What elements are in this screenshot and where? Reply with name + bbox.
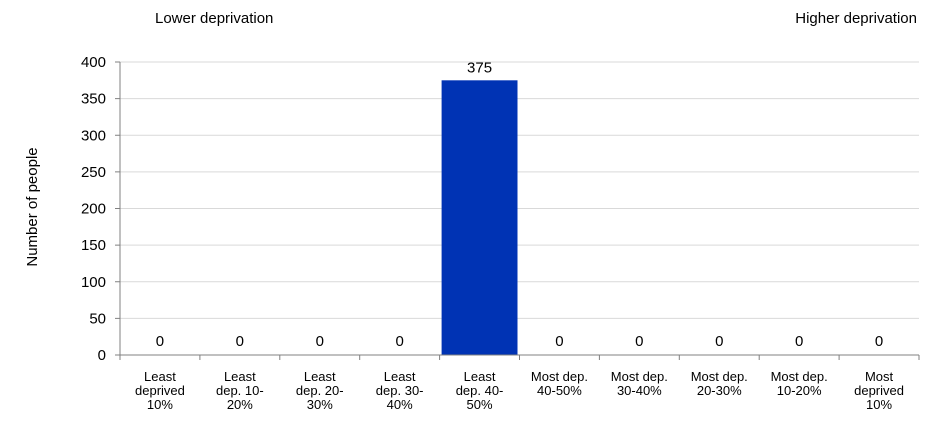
data-label: 0 [795, 333, 803, 350]
data-labels: 0 0 0 0 375 0 0 0 0 0 [156, 59, 883, 350]
bar [441, 80, 518, 355]
x-tick-label-line: 30% [307, 397, 333, 412]
x-tick-label: Least dep. 30-40% [376, 369, 424, 412]
data-label: 0 [555, 333, 563, 350]
x-tick-label: Least deprived 10% [135, 369, 185, 412]
x-tick-label-line: Most dep. [691, 369, 748, 384]
y-tick-label: 400 [81, 54, 106, 71]
x-tick-label-line: Most [865, 369, 894, 384]
x-tick-label-line: Most dep. [611, 369, 668, 384]
y-tick-label: 50 [89, 310, 106, 327]
x-tick-label-line: Most dep. [531, 369, 588, 384]
x-tick-label-line: 10% [147, 397, 173, 412]
x-tick-label: Most dep. 40-50% [531, 369, 588, 398]
x-tick-label-line: 10-20% [777, 383, 822, 398]
x-tick-label-line: dep. 10- [216, 383, 264, 398]
x-tick-label-line: 40-50% [537, 383, 582, 398]
x-tick-label: Least dep. 20-30% [296, 369, 344, 412]
x-tick-label-line: dep. 40- [456, 383, 504, 398]
y-tick-label: 200 [81, 201, 106, 218]
gridlines [120, 61, 919, 319]
x-tick-label: Most dep. 20-30% [691, 369, 748, 398]
y-tick-labels: 0 50 100 150 200 250 300 350 400 [81, 54, 106, 364]
x-tick-label-line: dep. 20- [296, 383, 344, 398]
x-tick-label-line: Least [384, 369, 416, 384]
data-label: 0 [395, 333, 403, 350]
x-tick-label-line: 40% [387, 397, 413, 412]
data-label: 375 [467, 59, 492, 76]
y-tick-label: 100 [81, 274, 106, 291]
y-tick-label: 250 [81, 164, 106, 181]
x-tick-label: Most dep. 10-20% [771, 369, 828, 398]
x-tick-label-line: 10% [866, 397, 892, 412]
x-tick-label-line: 50% [467, 397, 493, 412]
y-tick-label: 300 [81, 127, 106, 144]
x-tick-label-line: deprived [854, 383, 904, 398]
x-tick-label: Most deprived 10% [854, 369, 904, 412]
x-tick-label-line: Least [464, 369, 496, 384]
x-tick-label-line: 20-30% [697, 383, 742, 398]
data-label: 0 [635, 333, 643, 350]
data-label: 0 [875, 333, 883, 350]
x-tick-label-line: dep. 30- [376, 383, 424, 398]
data-label: 0 [236, 333, 244, 350]
x-tick-label-line: 20% [227, 397, 253, 412]
axes [115, 61, 920, 360]
y-tick-label: 0 [98, 347, 106, 364]
x-tick-labels: Least deprived 10%Least dep. 10-20%Least dep… [135, 369, 904, 412]
x-tick-label-line: deprived [135, 383, 185, 398]
x-tick-label-line: Least [304, 369, 336, 384]
y-axis-label: Number of people [24, 147, 41, 266]
annotation-higher-deprivation: Higher deprivation [795, 10, 917, 27]
x-tick-label-line: Least [144, 369, 176, 384]
x-tick-label: Least dep. 10-20% [216, 369, 264, 412]
data-label: 0 [715, 333, 723, 350]
x-tick-label: Most dep. 30-40% [611, 369, 668, 398]
y-tick-label: 350 [81, 91, 106, 108]
x-tick-label-line: 30-40% [617, 383, 662, 398]
data-label: 0 [316, 333, 324, 350]
data-label: 0 [156, 333, 164, 350]
bars [441, 80, 518, 355]
x-tick-label-line: Least [224, 369, 256, 384]
x-tick-label-line: Most dep. [771, 369, 828, 384]
x-tick-label: Least dep. 40-50% [456, 369, 504, 412]
annotation-lower-deprivation: Lower deprivation [155, 10, 273, 27]
y-tick-label: 150 [81, 237, 106, 254]
